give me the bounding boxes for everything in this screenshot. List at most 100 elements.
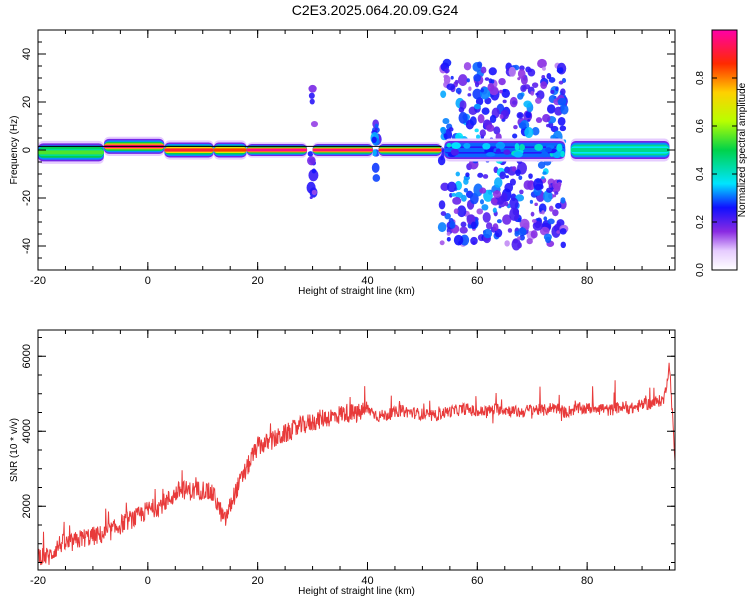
spectrogram-blob: [438, 200, 446, 210]
spectrogram-blob: [552, 194, 557, 198]
spectrogram-blob: [548, 76, 556, 83]
spectrogram-blob: [444, 68, 450, 74]
spectrogram-blob: [446, 181, 457, 193]
colorbar-tick-label: 0.0: [695, 263, 706, 277]
spectrogram-y-tick-label: -40: [21, 238, 33, 254]
spectrogram-blob: [484, 77, 490, 81]
spectrogram-blob: [469, 116, 477, 126]
spectrogram-hotspot: [451, 142, 461, 149]
spectrogram-blob: [479, 187, 487, 194]
spectrogram-blob: [517, 242, 522, 249]
spectrogram-blob: [371, 149, 377, 157]
spectrogram-blob: [537, 58, 547, 69]
spectrogram-blob: [525, 111, 532, 119]
colorbar-label: Normalized spectral amplitude: [737, 82, 748, 217]
spectrogram-blob: [463, 187, 469, 193]
spectrogram-blob: [546, 104, 556, 114]
spectrogram-band: [312, 148, 373, 152]
spectrogram-blob: [477, 172, 484, 178]
spectrogram-hotspot: [485, 152, 496, 157]
spectrogram-y-tick-label: 0: [21, 147, 33, 153]
spectrogram-blob: [502, 99, 507, 104]
spectrogram-blob: [517, 69, 526, 79]
spectrogram-blob: [439, 240, 445, 246]
spectrogram-hotspot: [503, 149, 511, 155]
spectrogram-blob: [463, 62, 472, 71]
spectrogram-blob: [459, 226, 468, 234]
spectrogram-blob: [548, 205, 554, 212]
spectrogram-band: [378, 148, 442, 152]
spectrogram-blob: [530, 90, 535, 96]
spectrogram-frame: [37, 29, 676, 271]
spectrogram-y-axis-label: Frequency (Hz): [9, 116, 20, 185]
spectrogram-blob: [442, 118, 450, 125]
spectrogram-blob: [481, 107, 490, 115]
spectrogram-blob: [455, 171, 461, 177]
spectrogram-blob: [501, 88, 511, 98]
spectrogram-blob: [537, 161, 546, 169]
colorbar-tick-label: 0.2: [695, 215, 706, 229]
spectrogram-band: [164, 148, 214, 152]
spectrogram-blob: [547, 218, 555, 225]
spectrogram-blob: [483, 228, 493, 239]
spectrogram-blob: [557, 117, 566, 126]
spectrogram-blob: [499, 171, 506, 180]
spectrogram-blob: [523, 180, 532, 190]
spectrogram-blob: [374, 127, 378, 131]
spectrogram-blob: [473, 183, 483, 197]
spectrogram-blob: [437, 155, 446, 166]
spectrogram-blob: [455, 191, 463, 199]
spectrogram-blob: [458, 106, 465, 113]
spectrogram-blob: [481, 204, 489, 211]
spectrogram-blob: [540, 81, 548, 89]
spectrogram-blob: [520, 84, 527, 93]
spectrogram-x-axis-label: Height of straight line (km): [298, 286, 415, 297]
spectrogram-blob: [451, 192, 457, 197]
spectrogram-blob: [496, 219, 502, 224]
spectrogram-blob: [532, 220, 543, 231]
spectrogram-blob: [453, 208, 459, 214]
spectrogram-blob: [453, 234, 464, 246]
spectrogram-blob: [518, 122, 527, 129]
spectrogram-blob: [449, 220, 456, 229]
spectrogram-blob: [473, 103, 481, 110]
spectrogram-blob: [472, 88, 483, 100]
spectrogram-x-tick-label: 20: [252, 275, 264, 287]
spectrogram-x-tick-label: 60: [471, 275, 483, 287]
spectrogram-blob: [508, 66, 517, 77]
spectrogram-blob: [550, 89, 555, 94]
spectrogram-blob: [527, 119, 531, 122]
spectrogram-band: [570, 147, 670, 153]
spectrogram-blob: [548, 184, 552, 189]
spectrogram-blob: [474, 81, 480, 88]
spectrogram-blob: [488, 78, 493, 84]
spectrogram-blob: [533, 178, 543, 191]
spectrogram-blob: [560, 104, 569, 115]
spectrogram-blob: [440, 182, 450, 192]
spectrogram-blob: [372, 174, 381, 182]
spectrogram-hotspot: [556, 143, 563, 152]
spectrogram-blob: [560, 197, 566, 204]
spectrogram-blob: [466, 78, 470, 83]
spectrogram-blob: [482, 212, 491, 223]
spectrogram-blob: [535, 117, 543, 123]
spectrogram-blob: [543, 216, 548, 221]
spectrogram-content: [38, 58, 670, 251]
spectrogram-blob: [531, 127, 540, 136]
colorbar-frame: [711, 29, 738, 271]
spectrogram-blob: [546, 72, 552, 80]
spectrogram-blob: [492, 223, 499, 232]
spectrogram-y-tick-label: 40: [21, 48, 33, 60]
colorbar: 0.0 0.2 0.4 0.6 0.8 Normalized spectral ampli…: [695, 29, 748, 277]
spectrogram-blob: [524, 127, 534, 139]
spectrogram-blob: [492, 198, 498, 204]
spectrogram-blob: [523, 100, 532, 108]
spectrogram-blob: [517, 227, 527, 236]
spectrogram-blob: [538, 203, 547, 214]
spectrogram-blob: [498, 77, 506, 86]
spectrogram-blob: [308, 169, 319, 182]
spectrogram-blob: [489, 114, 497, 124]
spectrogram-blob: [446, 231, 451, 236]
spectrogram-blob: [543, 233, 552, 241]
